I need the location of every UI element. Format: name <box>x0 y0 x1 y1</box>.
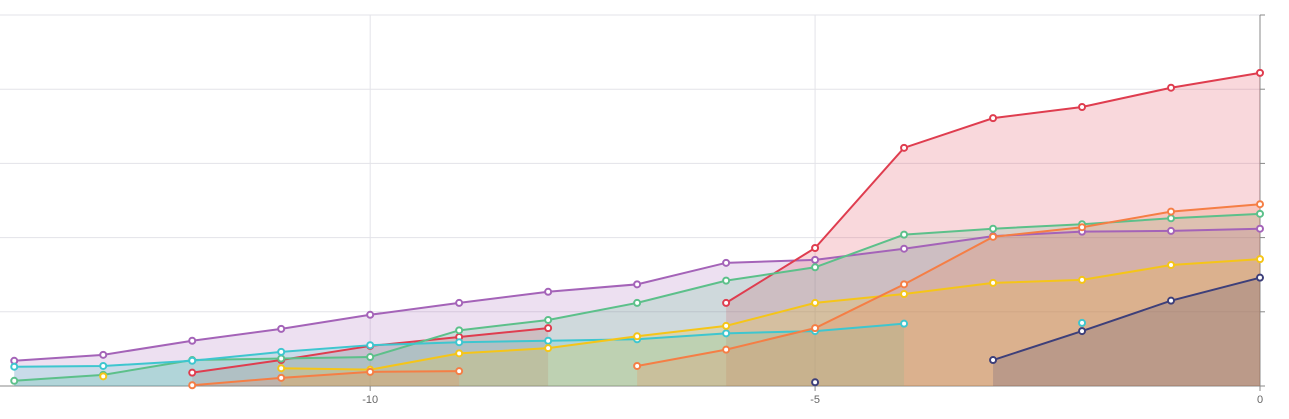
area <box>14 213 1260 386</box>
point <box>989 114 998 123</box>
point <box>366 341 375 350</box>
point <box>900 143 909 152</box>
point <box>455 367 464 376</box>
point <box>900 244 909 253</box>
x-tick-label: 0 <box>1257 394 1263 406</box>
area <box>14 228 1260 386</box>
point <box>1256 200 1264 209</box>
point <box>989 356 998 365</box>
point <box>633 280 642 289</box>
point <box>544 315 553 324</box>
area <box>281 259 1261 386</box>
point <box>455 338 464 347</box>
point <box>900 230 909 239</box>
area <box>637 204 1260 386</box>
point <box>811 243 820 252</box>
point <box>188 336 197 345</box>
point <box>900 319 909 328</box>
point <box>811 255 820 264</box>
point <box>811 263 820 272</box>
point <box>277 354 286 363</box>
point <box>811 378 820 387</box>
x-tick-label: -5 <box>810 394 820 406</box>
point <box>633 298 642 307</box>
point <box>633 332 642 341</box>
point <box>722 345 731 354</box>
area <box>192 371 460 386</box>
point <box>544 336 553 345</box>
point <box>1167 207 1176 216</box>
point <box>1078 275 1087 284</box>
point <box>900 289 909 298</box>
point <box>722 298 731 307</box>
point <box>900 280 909 289</box>
point <box>366 310 375 319</box>
series-line <box>636 203 1261 367</box>
point <box>455 349 464 358</box>
point <box>99 372 108 381</box>
point <box>1167 296 1176 305</box>
point <box>1256 209 1264 218</box>
point <box>1256 273 1264 282</box>
point <box>10 362 19 371</box>
point <box>1167 261 1176 270</box>
point <box>277 347 286 356</box>
point <box>277 364 286 373</box>
point <box>99 350 108 359</box>
point <box>1078 318 1087 327</box>
point <box>99 361 108 370</box>
area <box>993 277 1260 386</box>
point <box>1256 68 1264 77</box>
point <box>1078 103 1087 112</box>
point <box>1167 214 1176 223</box>
point <box>188 368 197 377</box>
point <box>544 344 553 353</box>
point <box>989 224 998 233</box>
point <box>633 361 642 370</box>
point <box>455 298 464 307</box>
point <box>455 326 464 335</box>
points <box>10 68 1264 390</box>
point <box>722 258 731 267</box>
point <box>722 321 731 330</box>
point <box>1167 83 1176 92</box>
point <box>1078 223 1087 232</box>
point <box>1078 327 1087 336</box>
point <box>811 324 820 333</box>
series-line <box>992 276 1261 361</box>
x-tick-label: -10 <box>362 394 378 406</box>
point <box>722 329 731 338</box>
point <box>188 356 197 365</box>
point <box>366 367 375 376</box>
point <box>989 232 998 241</box>
point <box>277 324 286 333</box>
point <box>722 276 731 285</box>
point <box>1167 226 1176 235</box>
point <box>989 278 998 287</box>
series-line <box>281 258 1261 371</box>
series-line <box>192 370 460 387</box>
point <box>1256 255 1264 264</box>
point <box>1256 224 1264 233</box>
point <box>10 376 19 385</box>
point <box>544 324 553 333</box>
point <box>544 287 553 296</box>
point <box>366 353 375 362</box>
point <box>277 373 286 382</box>
point <box>811 298 820 307</box>
point <box>188 381 197 390</box>
